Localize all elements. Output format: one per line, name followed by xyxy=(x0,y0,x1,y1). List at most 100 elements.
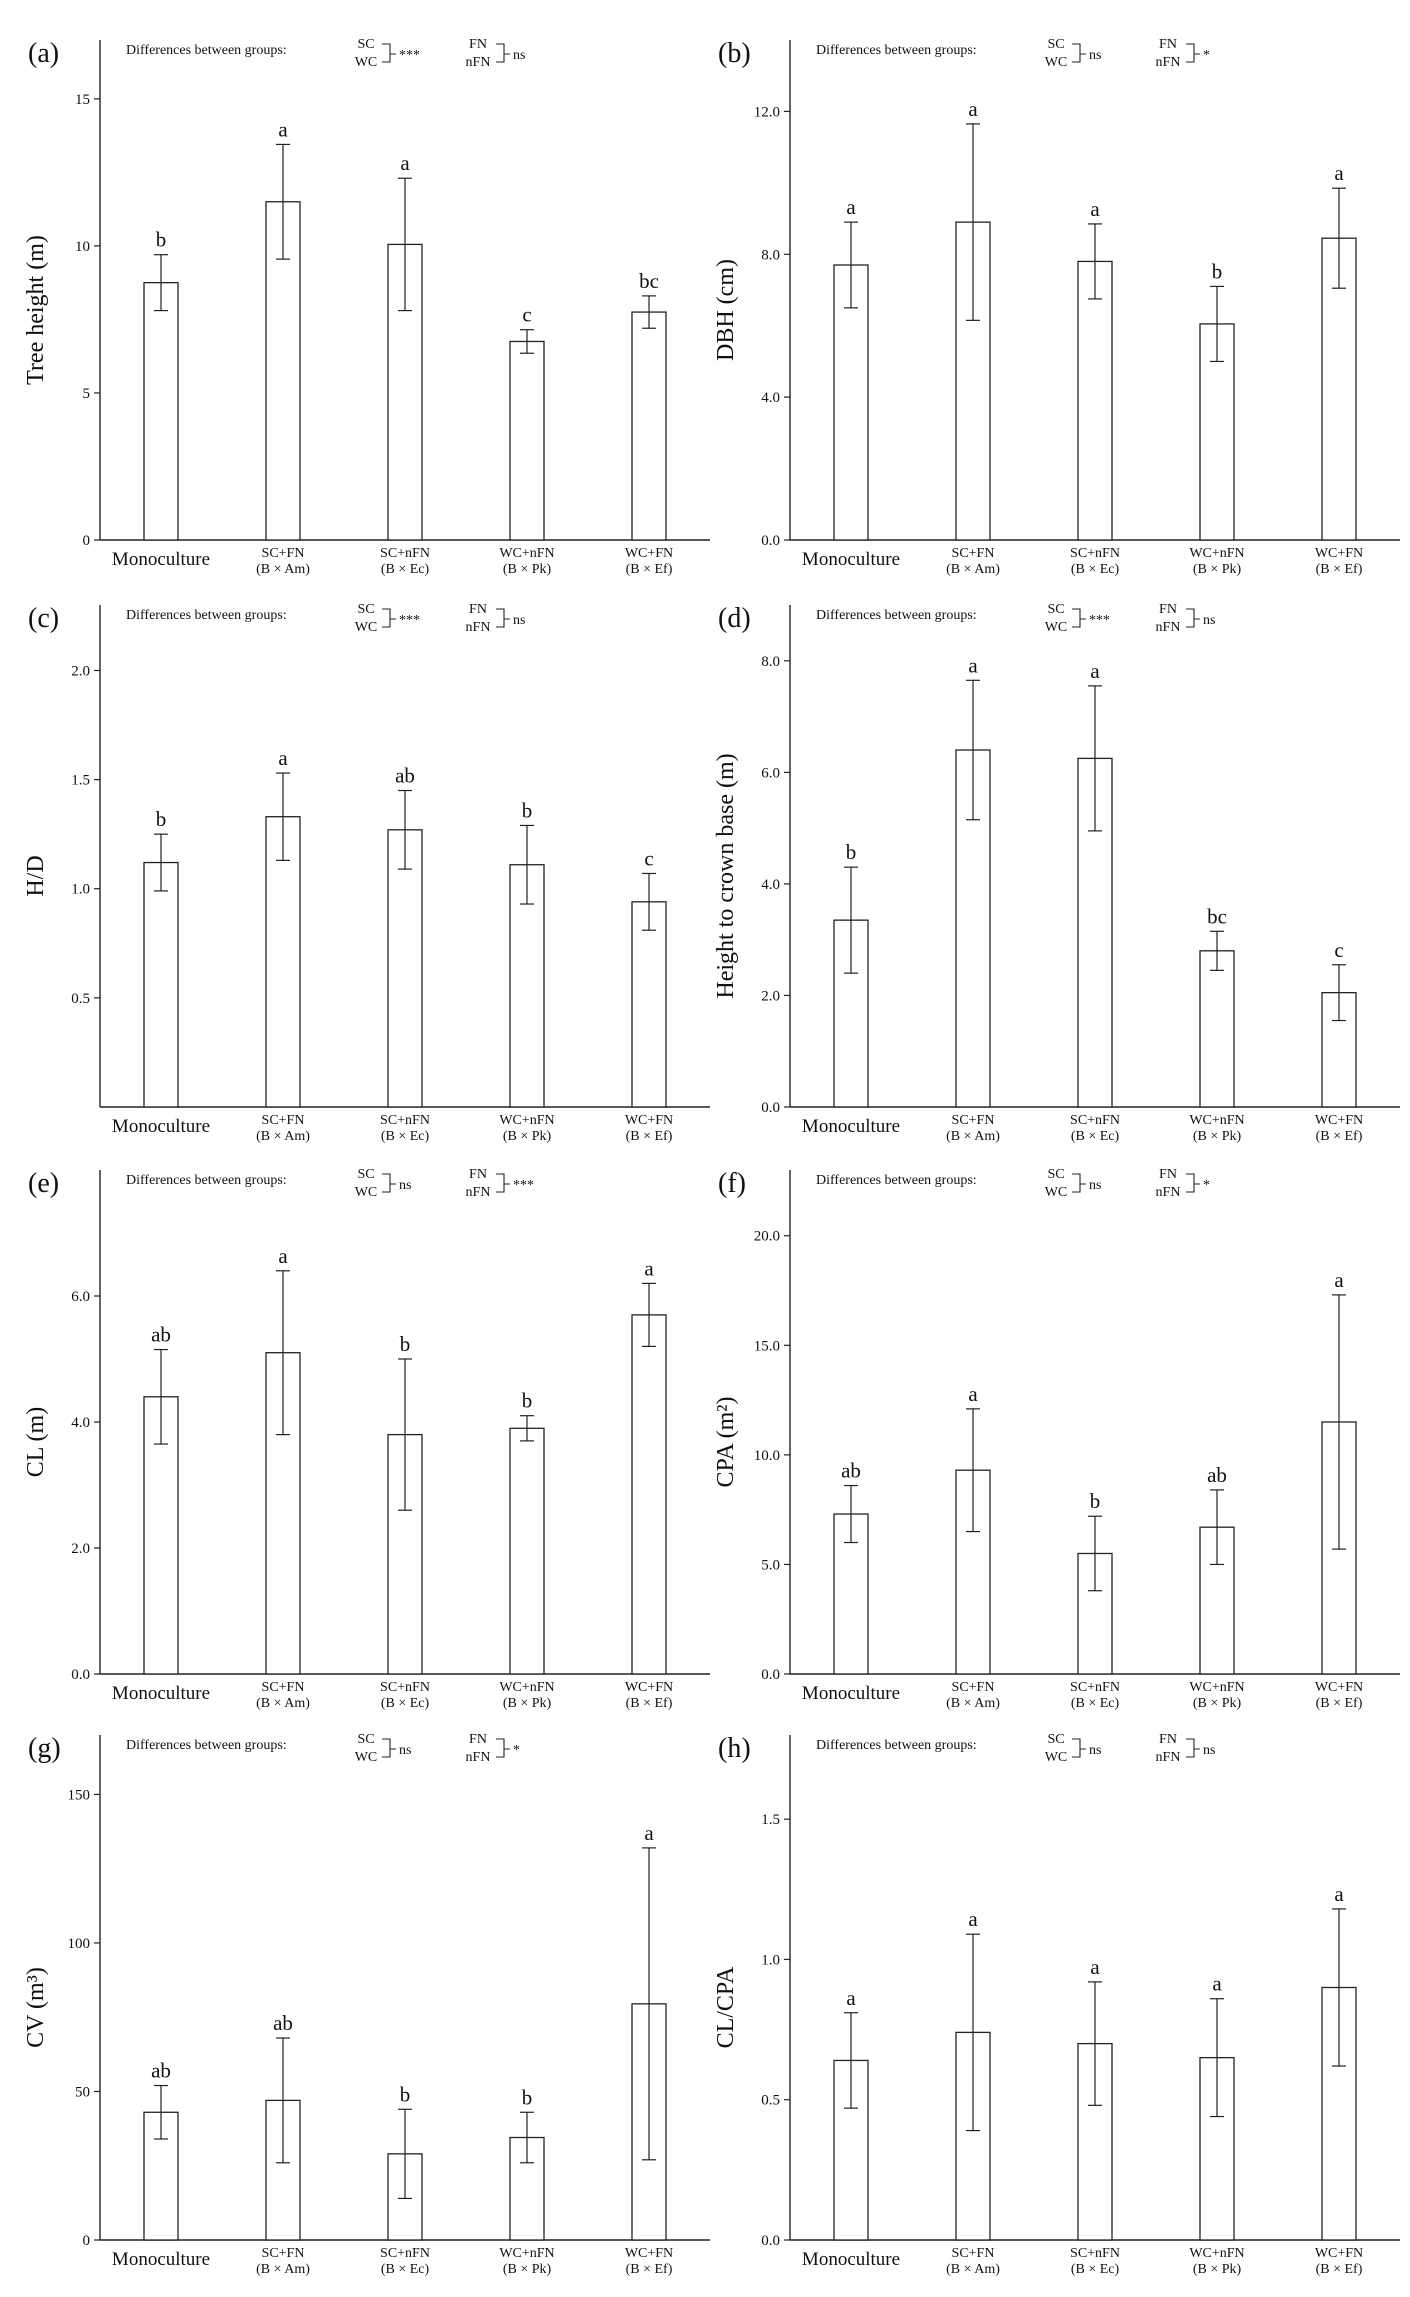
sc-wc-significance: ns xyxy=(399,1178,411,1193)
x-tick-sublabel: (B × Pk) xyxy=(1193,2262,1242,2277)
group-label-wc: WC xyxy=(355,1185,378,1200)
significance-letter: a xyxy=(846,1986,856,2010)
chart-panel: 0.0 2.0 4.0 6.0 8.0 Height to crown base (m) (… xyxy=(713,602,1400,1144)
significance-letter: a xyxy=(1334,1882,1344,1906)
x-tick-sublabel: (B × Ec) xyxy=(381,1129,430,1144)
comparison-header: Differences between groups: xyxy=(816,1173,977,1188)
x-tick-label: SC+nFN xyxy=(1070,2246,1120,2261)
group-bracket xyxy=(382,608,396,628)
panel-label: (d) xyxy=(718,603,751,634)
y-tick-label: 1.5 xyxy=(761,1812,780,1828)
x-tick-sublabel: (B × Ef) xyxy=(1316,1129,1363,1144)
significance-letter: c xyxy=(644,846,653,870)
significance-letter: a xyxy=(1090,659,1100,683)
x-tick-label: Monoculture xyxy=(802,2249,900,2270)
x-tick-label: WC+FN xyxy=(1315,2246,1363,2261)
y-axis-label: Tree height (m) xyxy=(23,235,49,385)
fn-nfn-significance: * xyxy=(1203,1178,1210,1193)
x-tick-label: SC+FN xyxy=(262,2246,305,2261)
x-tick-label: WC+nFN xyxy=(1189,1680,1244,1695)
panel-label: (b) xyxy=(718,38,751,69)
y-tick-label: 20.0 xyxy=(754,1229,780,1245)
x-tick-sublabel: (B × Pk) xyxy=(503,562,552,577)
chart-panel: 0.0 4.0 8.0 12.0 DBH (cm) (b) Differences betw… xyxy=(713,37,1400,577)
group-label-wc: WC xyxy=(355,55,378,70)
significance-letter: b xyxy=(522,2085,533,2109)
y-tick-label: 50 xyxy=(75,2084,90,2100)
panel-label: (f) xyxy=(718,1168,746,1199)
group-label-fn: FN xyxy=(469,1732,487,1747)
x-tick-sublabel: (B × Ef) xyxy=(626,1696,673,1711)
significance-letter: b xyxy=(1090,1489,1101,1513)
y-tick-label: 8.0 xyxy=(761,654,780,670)
significance-letter: a xyxy=(968,653,978,677)
sc-wc-significance: ns xyxy=(399,1743,411,1758)
x-tick-label: WC+FN xyxy=(625,1113,673,1128)
fn-nfn-significance: * xyxy=(1203,48,1210,63)
group-label-nfn: nFN xyxy=(1156,1750,1181,1765)
x-tick-sublabel: (B × Ec) xyxy=(381,2262,430,2277)
significance-letter: a xyxy=(644,1821,654,1845)
group-bracket xyxy=(382,1738,396,1758)
chart-panel: 0 5 10 15 Tree height (m) (a) Differences betw… xyxy=(23,37,710,577)
x-tick-label: WC+FN xyxy=(1315,546,1363,561)
group-label-wc: WC xyxy=(1045,1185,1068,1200)
significance-letter: c xyxy=(522,303,531,327)
group-bracket xyxy=(382,43,396,63)
x-tick-label: Monoculture xyxy=(112,549,210,570)
x-tick-label: SC+FN xyxy=(262,546,305,561)
y-tick-label: 150 xyxy=(68,1787,91,1803)
significance-letter: bc xyxy=(1207,904,1227,928)
group-label-sc: SC xyxy=(357,37,374,52)
x-tick-label: WC+nFN xyxy=(499,546,554,561)
bar xyxy=(631,311,667,541)
group-label-nfn: nFN xyxy=(466,55,491,70)
group-label-wc: WC xyxy=(355,620,378,635)
significance-letter: a xyxy=(278,1244,288,1268)
y-tick-label: 2.0 xyxy=(761,988,780,1004)
x-tick-sublabel: (B × Ec) xyxy=(1071,1696,1120,1711)
x-tick-label: WC+nFN xyxy=(1189,2246,1244,2261)
sc-wc-significance: ns xyxy=(1089,1743,1101,1758)
x-tick-sublabel: (B × Pk) xyxy=(1193,1696,1242,1711)
significance-letter: a xyxy=(400,151,410,175)
significance-letter: a xyxy=(644,1256,654,1280)
panel-label: (a) xyxy=(28,38,59,69)
bar xyxy=(1199,950,1235,1108)
significance-letter: ab xyxy=(273,2011,293,2035)
fn-nfn-significance: ns xyxy=(513,613,525,628)
y-axis-label: CV (m³) xyxy=(23,1967,49,2048)
group-bracket xyxy=(1186,1173,1200,1193)
significance-letter: a xyxy=(1090,1955,1100,1979)
y-tick-label: 6.0 xyxy=(761,765,780,781)
significance-letter: a xyxy=(846,195,856,219)
bar xyxy=(265,816,301,1108)
x-tick-label: SC+FN xyxy=(262,1113,305,1128)
x-tick-sublabel: (B × Pk) xyxy=(503,2262,552,2277)
group-bracket xyxy=(496,608,510,628)
x-tick-sublabel: (B × Am) xyxy=(256,562,310,577)
significance-letter: a xyxy=(968,97,978,121)
chart-panel: 0 50 100 150 CV (m³) (g) Differences between g… xyxy=(23,1732,710,2277)
y-tick-label: 6.0 xyxy=(71,1289,90,1305)
significance-letter: a xyxy=(968,1382,978,1406)
x-tick-label: WC+FN xyxy=(625,2246,673,2261)
group-bracket xyxy=(496,43,510,63)
significance-letter: a xyxy=(1334,1268,1344,1292)
y-tick-label: 15 xyxy=(75,92,90,108)
x-tick-label: Monoculture xyxy=(112,1683,210,1704)
group-label-fn: FN xyxy=(1159,1167,1177,1182)
group-bracket xyxy=(382,1173,396,1193)
x-tick-label: WC+FN xyxy=(625,1680,673,1695)
group-label-fn: FN xyxy=(469,602,487,617)
significance-letter: a xyxy=(278,746,288,770)
comparison-header: Differences between groups: xyxy=(816,608,977,623)
comparison-header: Differences between groups: xyxy=(816,43,977,58)
y-tick-label: 12.0 xyxy=(754,104,780,120)
chart-panel: 0.0 0.5 1.0 1.5 CL/CPA (h) Differences between… xyxy=(713,1732,1400,2277)
group-bracket xyxy=(1072,1173,1086,1193)
group-bracket xyxy=(1186,608,1200,628)
significance-letter: bc xyxy=(639,269,659,293)
group-bracket xyxy=(1072,608,1086,628)
